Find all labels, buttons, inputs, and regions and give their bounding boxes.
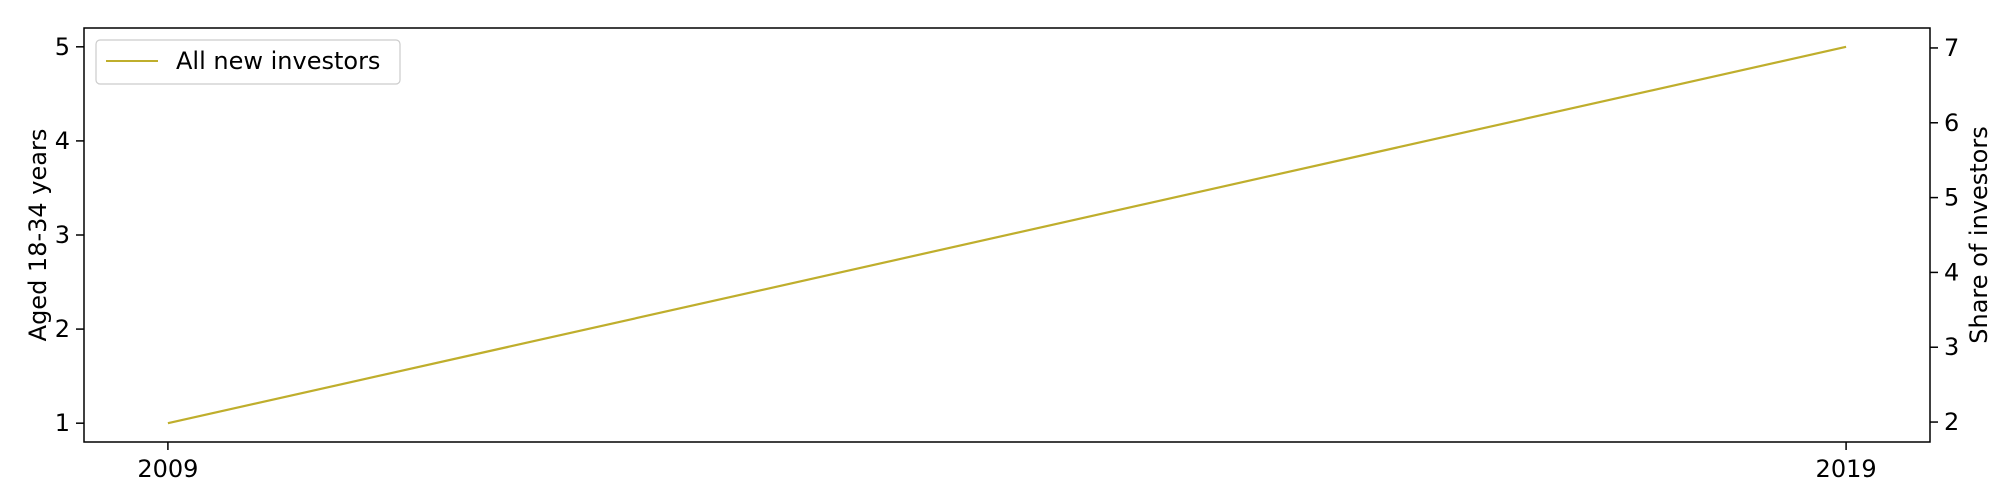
x-tick-label: 2019	[1816, 455, 1877, 483]
left-y-tick-label: 1	[55, 409, 70, 437]
legend-box	[95, 39, 401, 85]
x-tick-label: 2009	[137, 455, 198, 483]
left-y-tick-label: 4	[55, 127, 70, 155]
right-y-axis-title: Share of investors	[1965, 126, 1993, 343]
right-y-tick-label: 7	[1944, 34, 1959, 62]
x-axis: 2009 2019	[137, 442, 1877, 483]
left-y-tick-label: 5	[55, 33, 70, 61]
right-y-tick-label: 2	[1944, 408, 1959, 436]
right-y-tick-label: 4	[1944, 258, 1959, 286]
right-y-tick-label: 5	[1944, 184, 1959, 212]
legend: All new investors	[95, 39, 401, 85]
left-y-axis-title: Aged 18-34 years	[24, 129, 52, 342]
right-y-tick-label: 3	[1944, 333, 1959, 361]
legend-label-all-new-investors: All new investors	[176, 47, 380, 75]
right-y-axis: 2 3 4 5 6 7	[1930, 34, 1959, 436]
series-line-all-new-investors	[167, 45, 1847, 425]
series-layer	[167, 45, 1847, 425]
left-y-tick-label: 2	[55, 315, 70, 343]
left-y-tick-label: 3	[55, 221, 70, 249]
left-y-axis: 1 2 3 4 5	[55, 33, 84, 437]
right-y-tick-label: 6	[1944, 109, 1959, 137]
